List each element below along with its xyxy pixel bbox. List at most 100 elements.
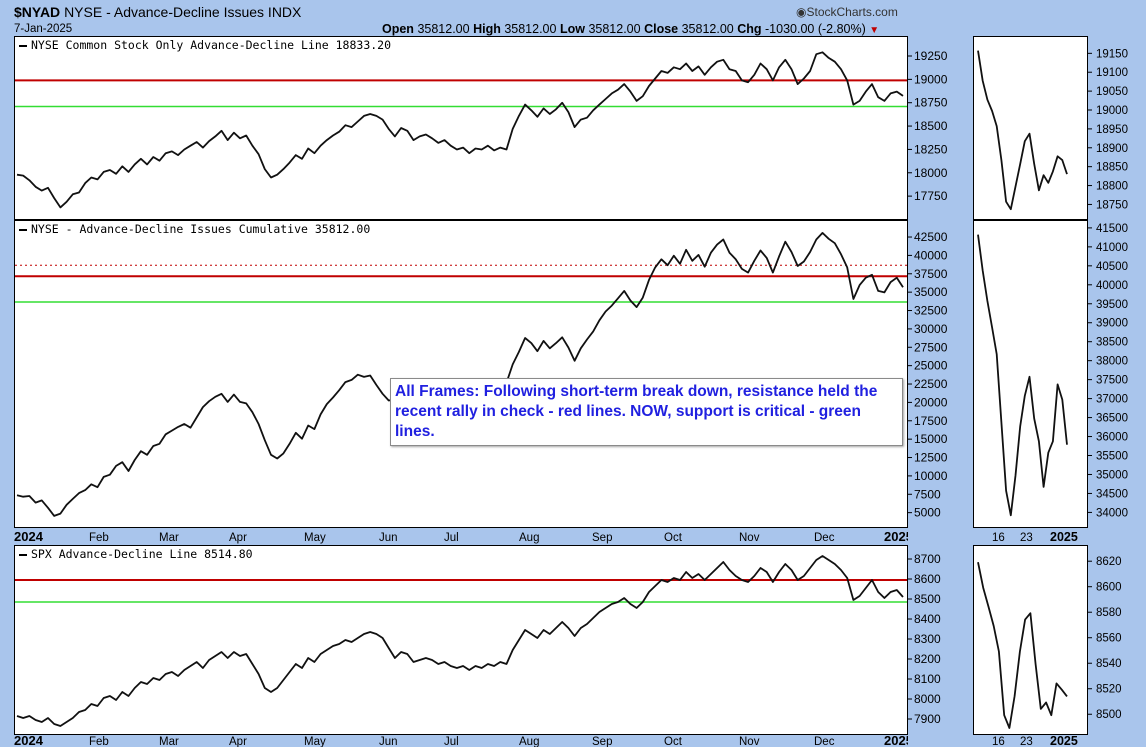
y-tick-label: 5000 (914, 506, 941, 520)
zoom-plot-3 (977, 562, 1068, 729)
y-tick-label: 8500 (914, 592, 941, 606)
series-line (16, 51, 904, 209)
zoom-panel-common-stock-ad-line[interactable] (973, 36, 1088, 220)
symbol[interactable]: $NYAD (14, 4, 61, 20)
x-tick-label: 2024 (14, 529, 44, 544)
x-tick-label: 2025 (884, 735, 908, 747)
y-axis-panel-3: 7900 8000 8100 8200 8300 8400 8500 8600 8700 (908, 552, 941, 726)
chg-value: -1030.00 (-2.80%) (765, 22, 866, 36)
panel-common-stock-ad-line[interactable]: NYSE Common Stock Only Advance-Decline L… (14, 36, 908, 220)
y-tick-label: 30000 (914, 322, 948, 336)
zoom-series-line (977, 50, 1068, 211)
zoom-y-tick-label: 41000 (1096, 242, 1128, 254)
zoom-y-tick-label: 18850 (1096, 162, 1128, 174)
zoom-y-tick-label: 18950 (1096, 124, 1128, 136)
x-tick-label: Aug (519, 532, 539, 544)
panel-nyse-ad-cumulative[interactable]: NYSE - Advance-Decline Issues Cumulative… (14, 220, 908, 528)
low-value: 35812.00 (588, 22, 641, 36)
zoom-y-tick-label: 19000 (1096, 105, 1128, 117)
x-axis-main-1: 2024 Feb Mar Apr May Jun Jul Aug Sep Oct Nov Dec 202… (14, 529, 908, 544)
y-axis-panel-2: 5000 7500 10000 12500 15000 17500 20000 22500 25… (908, 230, 948, 520)
zoom-panel-nyse-ad-cumulative[interactable] (973, 220, 1088, 528)
zoom-y-tick-label: 38500 (1096, 337, 1128, 349)
y-tick-label: 15000 (914, 432, 948, 446)
zoom-y-tick-label: 39500 (1096, 299, 1128, 311)
y-tick-label: 35000 (914, 285, 948, 299)
zoom-x-tick-label: 16 (992, 532, 1005, 544)
zoom-y-tick-label: 35500 (1096, 451, 1128, 463)
zoom-x-tick-label: 2025 (1050, 735, 1078, 747)
panel-title: NYSE - Advance-Decline Issues Cumulative… (19, 222, 370, 236)
annotation-box[interactable]: All Frames: Following short-term break d… (390, 378, 903, 446)
zoom-y-tick-label: 19150 (1096, 48, 1128, 60)
zoom-y-axis-1: 18750 18800 18850 18900 18950 19000 19050 19100… (1088, 48, 1128, 211)
y-tick-label: 40000 (914, 248, 948, 262)
x-tick-label: Oct (664, 532, 683, 544)
y-tick-label: 8600 (914, 572, 941, 586)
y-tick-label: 8100 (914, 672, 941, 686)
x-tick-label: Jul (444, 532, 459, 544)
x-tick-label: 2024 (14, 735, 44, 747)
zoom-y-tick-label: 8520 (1096, 684, 1122, 696)
source-label[interactable]: ◉StockCharts.com (796, 5, 898, 19)
zoom-y-tick-label: 36000 (1096, 432, 1128, 444)
x-tick-label: Nov (739, 532, 760, 544)
zoom-y-tick-label: 19050 (1096, 86, 1128, 98)
y-tick-label: 18000 (914, 166, 948, 180)
panel-title: SPX Advance-Decline Line 8514.80 (19, 547, 253, 561)
x-tick-label: Feb (89, 736, 109, 747)
y-tick-label: 25000 (914, 359, 948, 373)
zoom-y-tick-label: 8600 (1096, 582, 1122, 594)
y-tick-label: 17750 (914, 189, 948, 203)
low-label: Low (559, 22, 585, 36)
zoom-x-tick-label: 16 (992, 736, 1005, 747)
y-tick-label: 7900 (914, 712, 941, 726)
x-axis-main-2: 2024 Feb Mar Apr May Jun Jul Aug Sep Oct Nov Dec 202… (14, 735, 908, 747)
x-tick-label: Nov (739, 736, 760, 747)
close-value: 35812.00 (681, 22, 734, 36)
y-tick-label: 19000 (914, 72, 948, 86)
y-tick-label: 12500 (914, 451, 948, 465)
panel-spx-ad-line[interactable]: SPX Advance-Decline Line 8514.80 (14, 545, 908, 735)
zoom-y-tick-label: 38000 (1096, 356, 1128, 368)
zoom-series-line (977, 562, 1068, 729)
y-tick-label: 19250 (914, 49, 948, 63)
x-tick-label: Feb (89, 532, 109, 544)
y-tick-label: 18500 (914, 119, 948, 133)
zoom-x-axis-2: 16 23 2025 (992, 735, 1078, 747)
x-tick-label: May (304, 736, 326, 747)
y-axis-panel-1: 17750 18000 18250 18500 18750 19000 19250 (908, 49, 948, 203)
x-tick-label: Mar (159, 736, 179, 747)
y-tick-label: 18250 (914, 142, 948, 156)
y-tick-label: 37500 (914, 267, 948, 281)
x-tick-label: Dec (814, 736, 835, 747)
zoom-y-tick-label: 37500 (1096, 375, 1128, 387)
zoom-y-tick-label: 39000 (1096, 318, 1128, 330)
zoom-y-tick-label: 18750 (1096, 199, 1128, 211)
zoom-x-tick-label: 23 (1020, 532, 1033, 544)
zoom-y-tick-label: 41500 (1096, 223, 1128, 235)
y-tick-label: 22500 (914, 377, 948, 391)
x-tick-label: 2025 (884, 529, 908, 544)
zoom-y-tick-label: 40000 (1096, 280, 1128, 292)
zoom-y-tick-label: 19100 (1096, 67, 1128, 79)
zoom-plot-1 (977, 50, 1068, 211)
zoom-y-tick-label: 40500 (1096, 261, 1128, 273)
zoom-y-tick-label: 8500 (1096, 709, 1122, 721)
zoom-y-tick-label: 8540 (1096, 658, 1122, 670)
y-tick-label: 8000 (914, 692, 941, 706)
x-tick-label: Oct (664, 736, 683, 747)
zoom-panel-spx-ad-line[interactable] (973, 545, 1088, 735)
x-tick-label: Apr (229, 736, 247, 747)
plot-spx-ad-line (15, 555, 907, 727)
y-tick-label: 17500 (914, 414, 948, 428)
y-tick-label: 7500 (914, 487, 941, 501)
chart-header: $NYAD NYSE - Advance-Decline Issues INDX (14, 4, 301, 20)
y-tick-label: 8300 (914, 632, 941, 646)
y-tick-label: 27500 (914, 340, 948, 354)
y-tick-label: 42500 (914, 230, 948, 244)
zoom-y-axis-3: 8500 8520 8540 8560 8580 8600 8620 (1088, 556, 1122, 721)
zoom-y-tick-label: 34500 (1096, 488, 1128, 500)
x-tick-label: Mar (159, 532, 179, 544)
